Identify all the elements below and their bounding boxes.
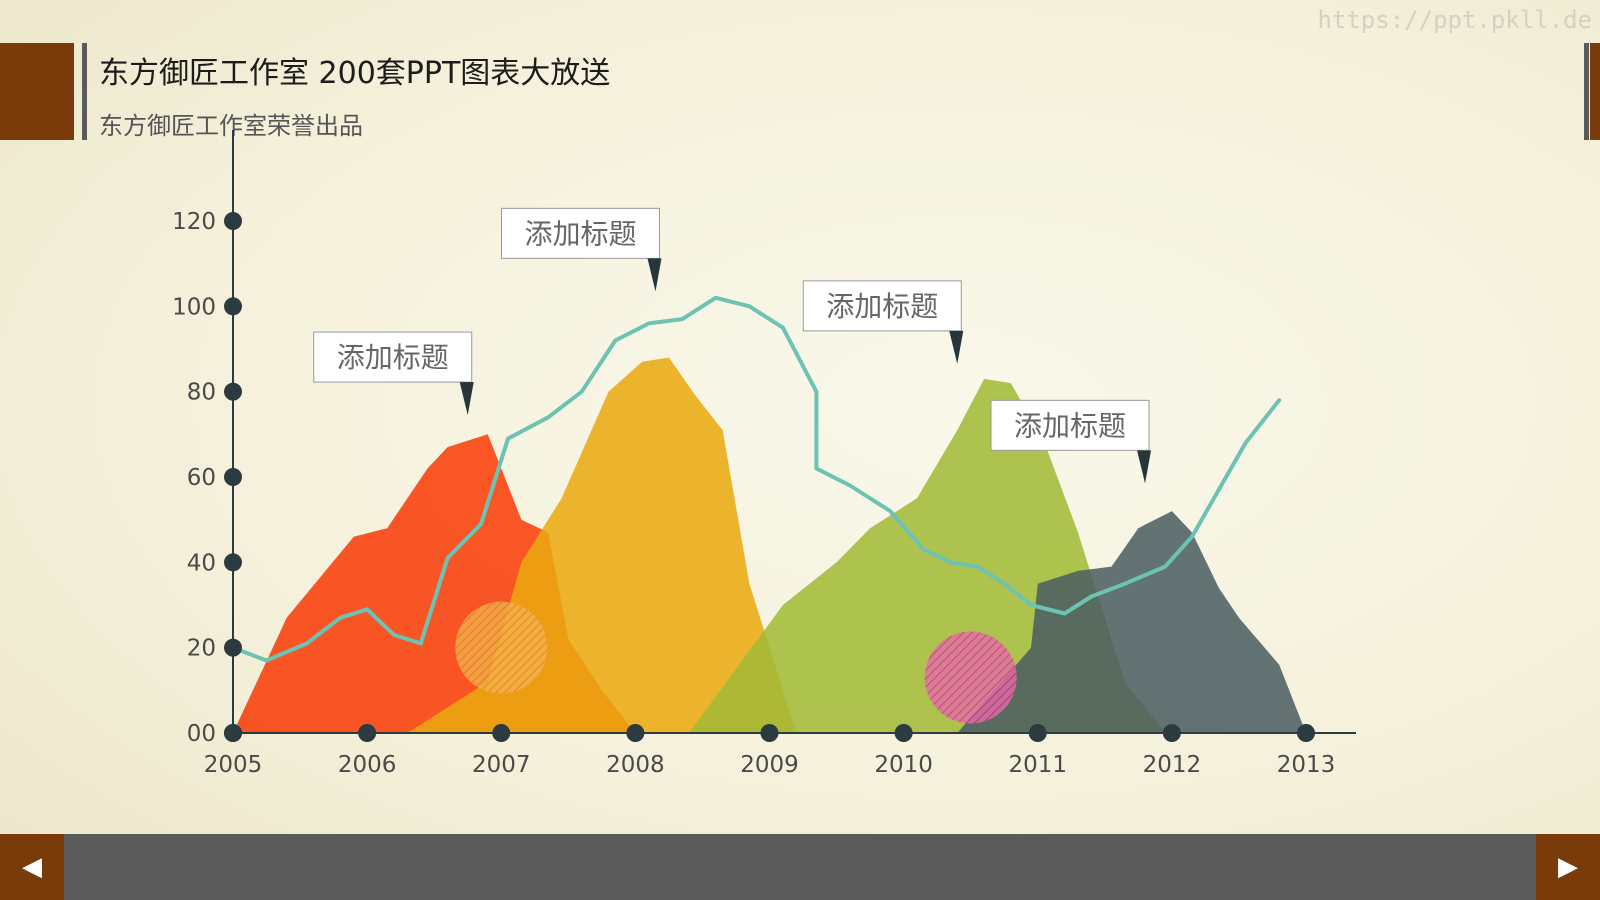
x-tick-dot bbox=[358, 724, 377, 742]
page-subtitle: 东方御匠工作室荣誉出品 bbox=[99, 112, 363, 140]
highlight-circle-orange bbox=[455, 601, 548, 694]
line-series-main bbox=[231, 295, 1282, 663]
y-tick-dot bbox=[224, 468, 242, 486]
callout-label: 添加标题 bbox=[524, 217, 636, 250]
x-tick-label: 2007 bbox=[472, 752, 531, 778]
next-slide-button[interactable]: ▶ bbox=[1536, 834, 1600, 900]
y-tick-label: 80 bbox=[187, 380, 216, 406]
callout-pointer bbox=[459, 382, 474, 416]
triangle-right-icon: ▶ bbox=[1558, 852, 1578, 882]
callout-label: 添加标题 bbox=[337, 341, 449, 374]
brand-block-right bbox=[1590, 43, 1600, 140]
area-slate bbox=[957, 511, 1306, 733]
x-tick-label: 2008 bbox=[606, 752, 665, 778]
y-tick-dot bbox=[224, 638, 242, 657]
x-tick-label: 2010 bbox=[874, 752, 933, 778]
right-accent-bar bbox=[1584, 43, 1589, 140]
watermark: https://ppt.pkll.de bbox=[1317, 6, 1592, 34]
y-tick-label: 120 bbox=[172, 209, 216, 235]
x-tick-label: 2006 bbox=[338, 752, 397, 778]
footer-bar bbox=[0, 834, 1600, 900]
y-tick-label: 100 bbox=[172, 294, 216, 320]
x-tick-dot bbox=[1297, 724, 1315, 742]
callout-pointer bbox=[1137, 450, 1152, 484]
callout-label: 添加标题 bbox=[826, 290, 938, 323]
callout-box bbox=[802, 280, 962, 332]
callout-box bbox=[990, 399, 1150, 451]
x-tick-label: 2013 bbox=[1277, 752, 1336, 778]
callout: 添加标题 bbox=[802, 280, 964, 364]
callout: 添加标题 bbox=[990, 399, 1152, 484]
page-title: 东方御匠工作室 200套PPT图表大放送 bbox=[99, 56, 611, 91]
x-tick-label: 2011 bbox=[1008, 752, 1067, 778]
y-tick-dot bbox=[224, 553, 242, 572]
y-tick-label: 60 bbox=[187, 465, 216, 491]
x-tick-dot bbox=[224, 724, 242, 742]
callout: 添加标题 bbox=[313, 331, 474, 416]
callout-box bbox=[313, 331, 473, 383]
title-accent-bar bbox=[82, 43, 87, 140]
highlight-circle-pink bbox=[924, 631, 1017, 724]
line-series-layer bbox=[231, 295, 1282, 663]
triangle-left-icon: ◀ bbox=[22, 852, 42, 882]
y-tick-label: 00 bbox=[187, 721, 216, 747]
callout-pointer bbox=[949, 330, 964, 364]
callout-label: 添加标题 bbox=[1014, 409, 1126, 442]
y-tick-dot bbox=[224, 212, 242, 230]
x-tick-dot bbox=[626, 724, 645, 742]
axes-layer: 00 20 40 60 80 100 120 2005 2006 2007 2008 2009 2010… bbox=[172, 130, 1356, 778]
x-tick-dot bbox=[1162, 724, 1181, 742]
x-tick-dot bbox=[492, 724, 511, 742]
y-tick-dot bbox=[224, 297, 242, 316]
prev-slide-button[interactable]: ◀ bbox=[0, 834, 64, 900]
y-tick-label: 40 bbox=[187, 550, 216, 576]
x-tick-label: 2009 bbox=[740, 752, 799, 778]
callout-pointer bbox=[647, 258, 662, 292]
y-tick-dot bbox=[224, 382, 242, 401]
x-tick-label: 2012 bbox=[1143, 752, 1202, 778]
highlight-layer bbox=[455, 601, 1017, 724]
x-tick-label: 2005 bbox=[204, 752, 263, 778]
callout-box bbox=[500, 207, 660, 259]
brand-block-left bbox=[0, 43, 74, 140]
x-tick-dot bbox=[894, 724, 913, 742]
x-tick-dot bbox=[760, 724, 779, 742]
y-tick-label: 20 bbox=[187, 636, 216, 662]
x-tick-dot bbox=[1028, 724, 1047, 742]
callout: 添加标题 bbox=[500, 207, 662, 292]
